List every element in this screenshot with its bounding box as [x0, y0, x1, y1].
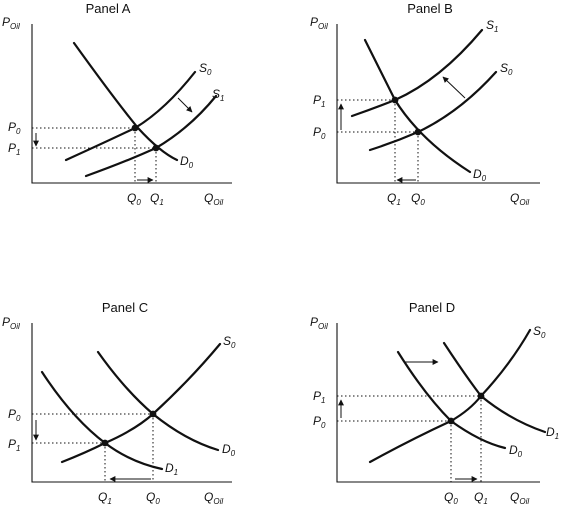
panel-d-y-axis-label: POil: [310, 315, 328, 331]
panel-c-d0-label: D0: [222, 442, 236, 458]
panel-a-p1-label: P1: [8, 141, 20, 157]
panel-b-x-axis-label: QOil: [510, 191, 529, 207]
panel-a-supply-curve-s0: [64, 70, 197, 162]
panel-c-s0-label: S0: [223, 334, 236, 350]
panel-d-p0-label: P0: [313, 414, 326, 430]
panel-d-equilibrium-1: [477, 392, 485, 400]
panel-c-axes: [31, 323, 232, 483]
panel-a-q0-label: Q0: [127, 191, 141, 207]
panel-d-axes: [336, 323, 540, 483]
panel-a: Panel A POil S0 S1 D0 P0 P1 Q0 Q1 QOil: [2, 1, 232, 207]
panel-a-title: Panel A: [86, 1, 131, 16]
panel-d-title: Panel D: [409, 300, 455, 315]
panel-c-supply-curve-s0: [60, 342, 222, 464]
panel-b-p0-label: P0: [313, 125, 326, 141]
panel-d-q1-label: Q1: [474, 490, 488, 506]
panel-b: Panel B POil S1 S0 D0 P1 P0 Q1 Q0 QOil: [310, 1, 540, 207]
panel-b-equilibrium-0: [414, 128, 422, 136]
panel-a-d0-label: D0: [180, 154, 194, 170]
panel-a-p0-label: P0: [8, 120, 21, 136]
panel-a-y-axis-label: POil: [2, 15, 20, 31]
panel-b-title: Panel B: [407, 1, 453, 16]
panel-a-supply-curve-s1: [84, 94, 218, 178]
panel-c-q0-label: Q0: [146, 490, 160, 506]
panel-d-d0-label: D0: [509, 443, 523, 459]
panel-a-axes: [31, 24, 232, 184]
panel-b-axes: [336, 24, 540, 184]
panel-a-supply-shift-arrow: [177, 97, 193, 113]
panel-a-s0-label: S0: [199, 61, 212, 77]
panel-c-title: Panel C: [102, 300, 148, 315]
panel-b-supply-curve-s1: [350, 28, 484, 118]
panel-d-q0-label: Q0: [444, 490, 458, 506]
panel-c: Panel C POil S0 D0 D1 P0 P1 Q1 Q0 QOil: [2, 300, 236, 506]
panel-c-equilibrium-0: [149, 410, 157, 418]
panel-c-p1-label: P1: [8, 437, 20, 453]
panel-b-s1-label: S1: [486, 18, 498, 34]
panel-d-equilibrium-0: [447, 417, 455, 425]
panel-a-equilibrium-0: [131, 124, 139, 132]
panel-a-x-axis-label: QOil: [204, 191, 223, 207]
panel-c-y-axis-label: POil: [2, 315, 20, 331]
panel-b-equilibrium-1: [391, 96, 399, 104]
panel-c-d1-label: D1: [165, 461, 178, 477]
panel-b-q1-label: Q1: [387, 191, 401, 207]
panel-a-demand-curve-d0: [72, 41, 179, 162]
panel-c-equilibrium-1: [101, 439, 109, 447]
panel-d-supply-curve-s0: [368, 328, 532, 464]
panel-c-p0-label: P0: [8, 407, 21, 423]
panel-a-q1-label: Q1: [150, 191, 164, 207]
panel-a-s1-label: S1: [212, 87, 224, 103]
panel-a-equilibrium-1: [152, 144, 160, 152]
panel-b-s0-label: S0: [500, 61, 513, 77]
panel-d-p1-label: P1: [313, 389, 325, 405]
panel-b-supply-curve-s0: [368, 70, 498, 152]
panel-c-x-axis-label: QOil: [204, 490, 223, 506]
panel-d-x-axis-label: QOil: [510, 490, 529, 506]
panel-d-s0-label: S0: [533, 324, 546, 340]
panel-b-d0-label: D0: [473, 167, 487, 183]
panel-d: Panel D POil S0 D1 D0 P1 P0 Q0 Q1 QOil: [310, 300, 559, 506]
panel-b-q0-label: Q0: [411, 191, 425, 207]
panel-d-d1-label: D1: [546, 425, 559, 441]
panel-c-q1-label: Q1: [98, 490, 112, 506]
panel-b-y-axis-label: POil: [310, 15, 328, 31]
panel-d-demand-curve-d1: [442, 341, 547, 434]
panel-b-supply-shift-arrow: [442, 76, 466, 99]
panel-b-p1-label: P1: [313, 93, 325, 109]
